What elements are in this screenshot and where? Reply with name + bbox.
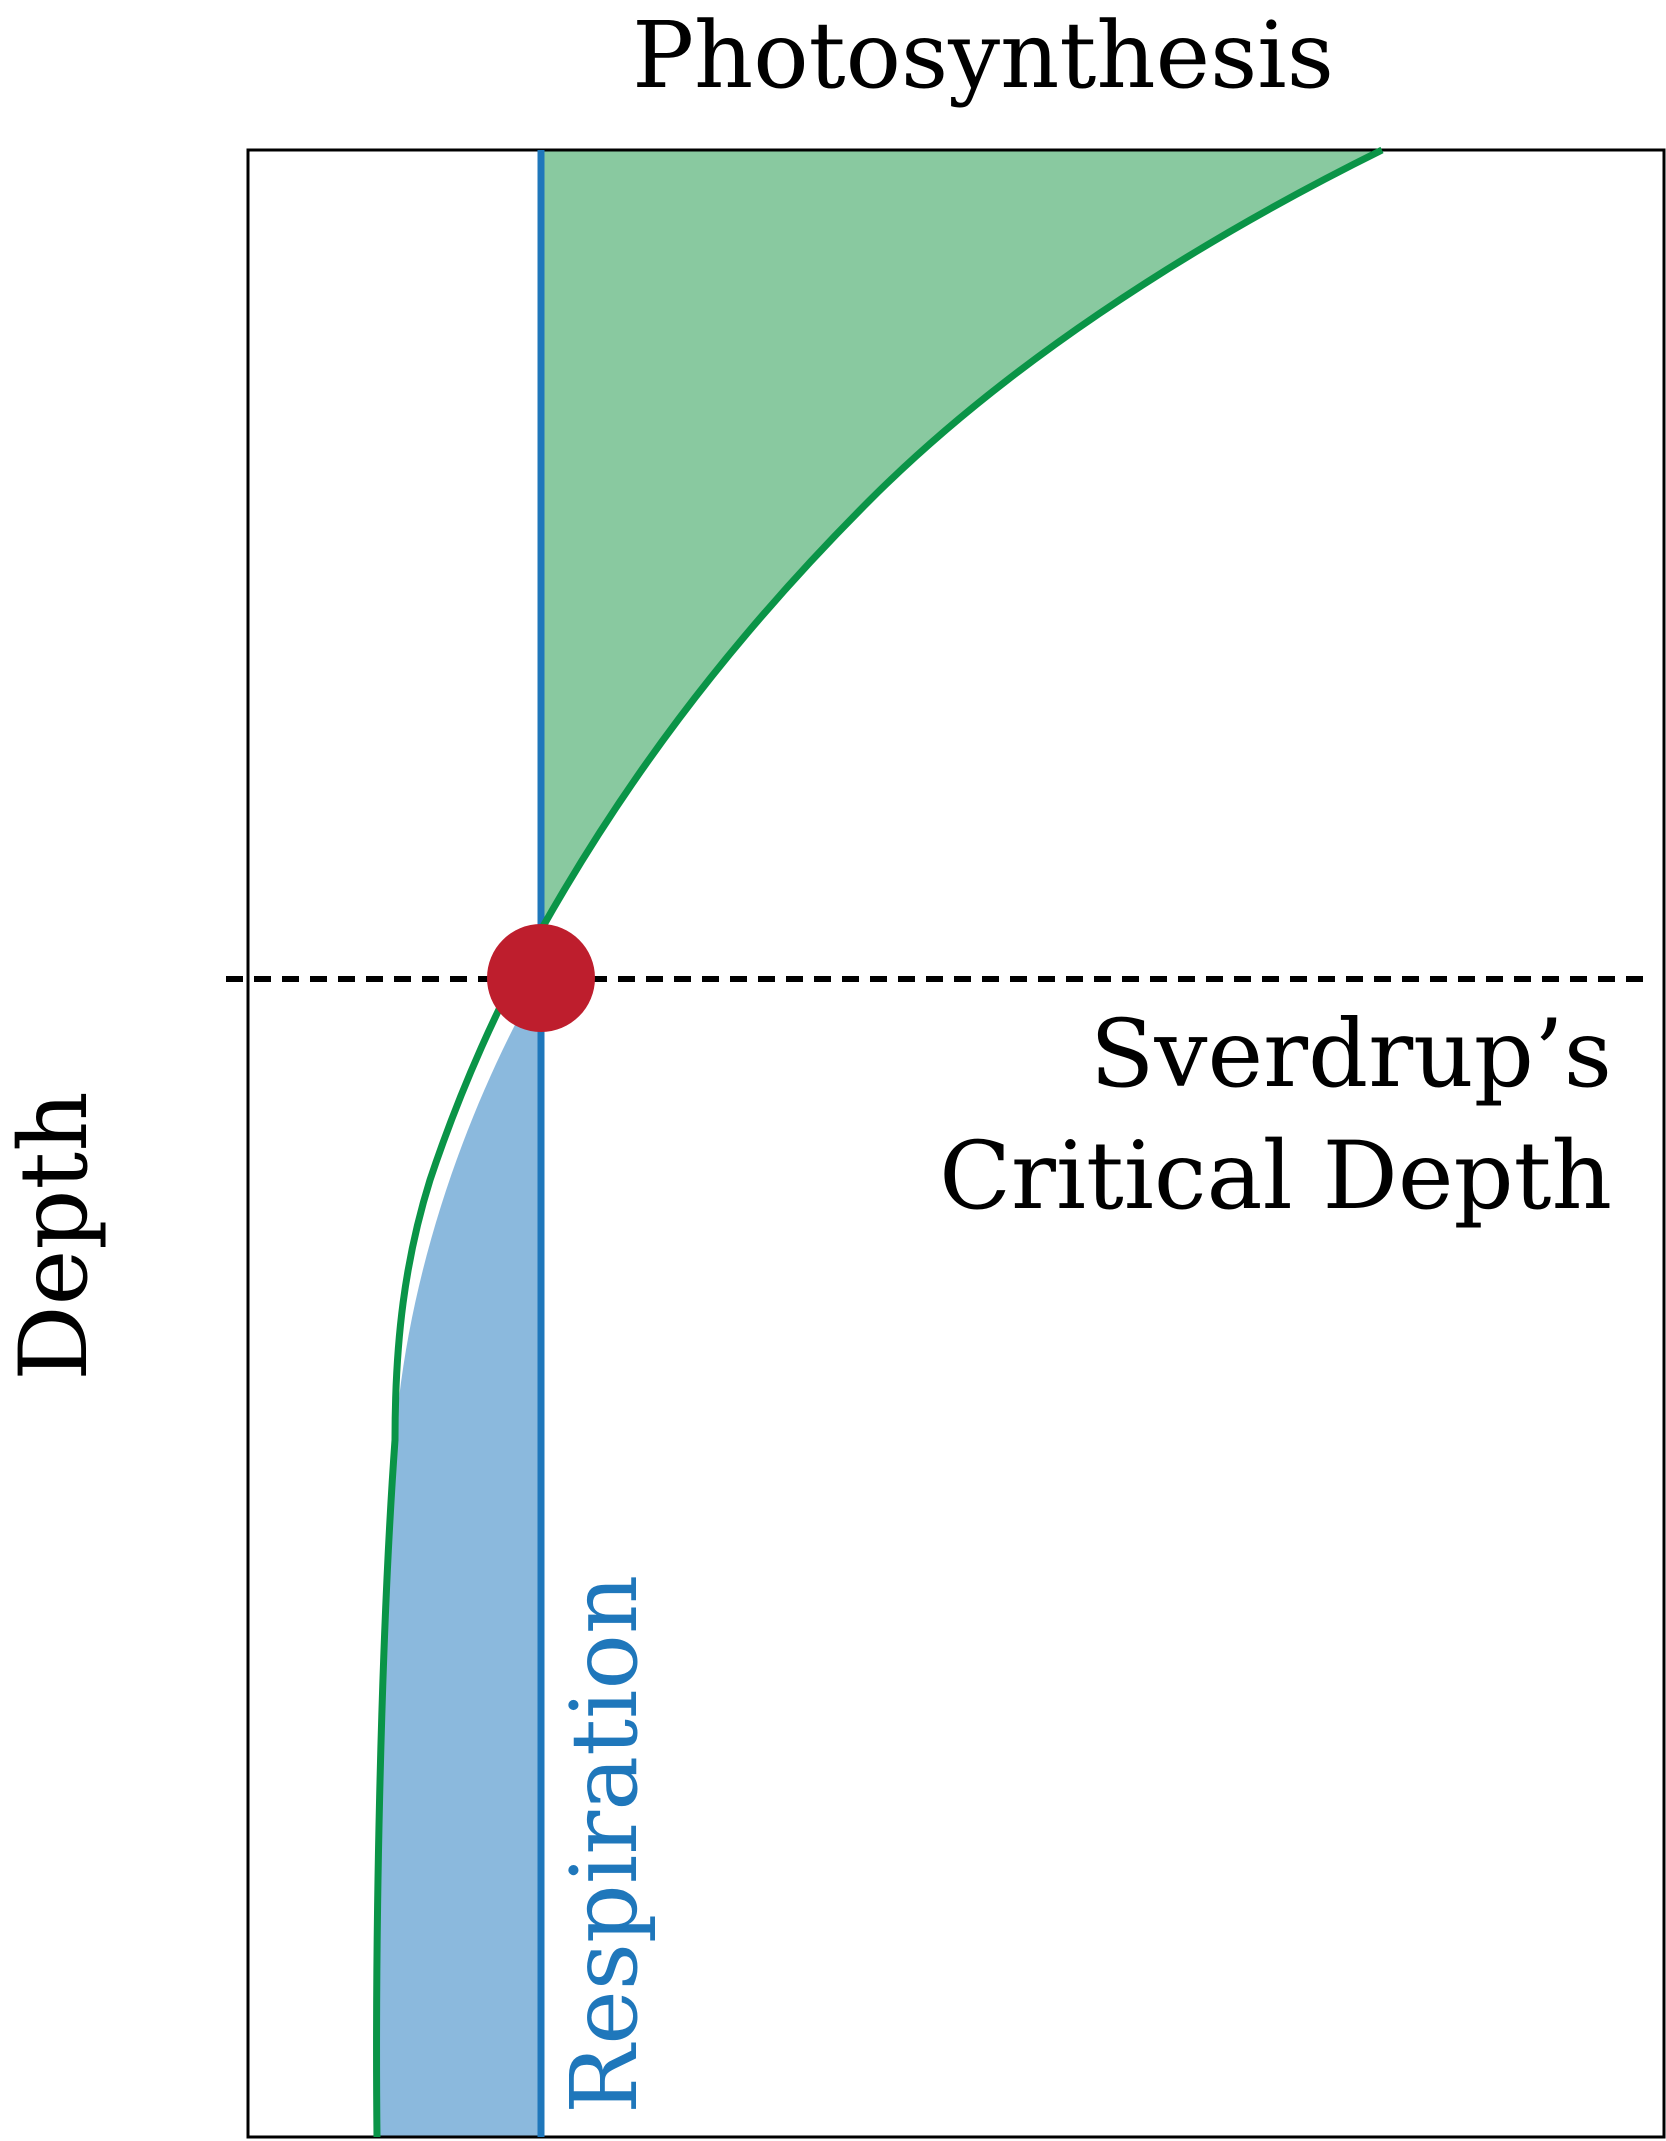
photosynthesis-surplus-area bbox=[541, 150, 1382, 930]
critical-depth-label-line1: Sverdrup’s bbox=[1090, 1000, 1612, 1109]
respiration-deficit-area bbox=[376, 980, 541, 2137]
critical-depth-point bbox=[487, 924, 595, 1032]
depth-axis-label: Depth bbox=[0, 1091, 109, 1380]
diagram-title: Photosynthesis bbox=[632, 2, 1334, 109]
plot-frame bbox=[246, 148, 1666, 2139]
critical-depth-label-line2: Critical Depth bbox=[939, 1122, 1612, 1231]
respiration-label: Respiration bbox=[551, 1575, 658, 2114]
